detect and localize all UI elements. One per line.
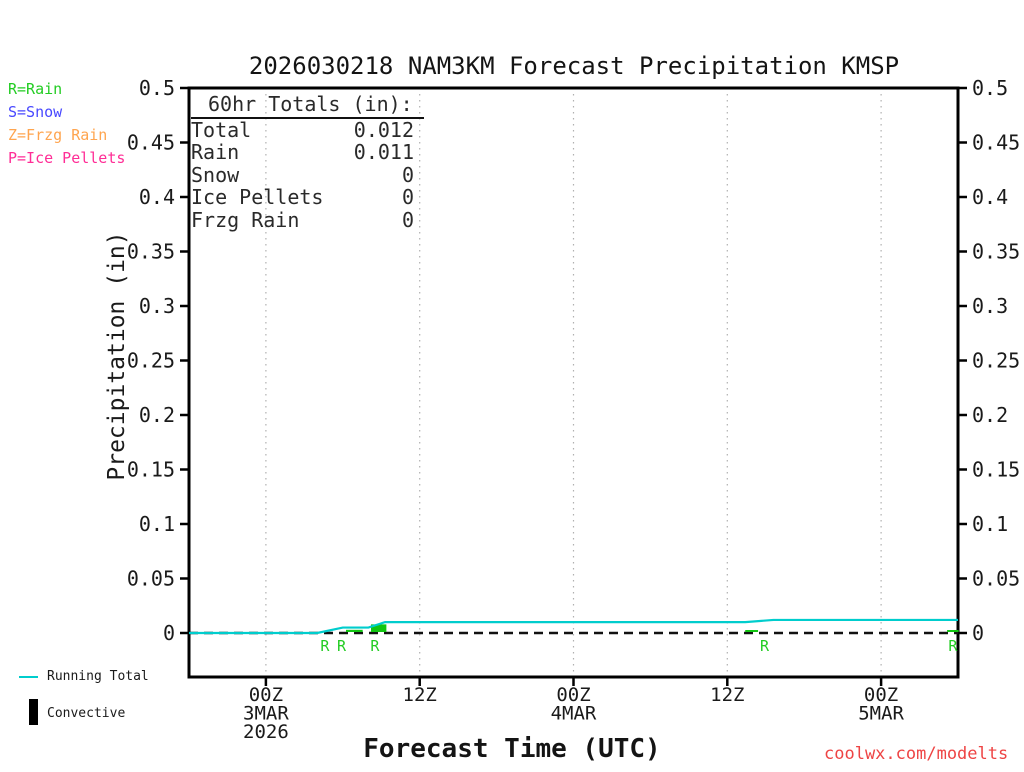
rain-marker: R (337, 637, 347, 655)
x-tick-label: 12Z (710, 684, 744, 706)
totals-row: Frzg Rain 0 (191, 207, 424, 232)
y-tick-label-right: 0.2 (972, 403, 1008, 427)
y-tick-label-left: 0.05 (127, 567, 175, 591)
y-tick-label-left: 0 (163, 621, 175, 645)
totals-row-value: 0 (401, 162, 414, 187)
totals-row: Total 0.012 (191, 118, 424, 142)
x-tick-label: 00Z (864, 684, 898, 706)
convective-legend-label: Convective (47, 706, 126, 721)
y-tick-label-left: 0.2 (139, 403, 175, 427)
y-tick-label-right: 0.3 (972, 294, 1008, 318)
totals-heading: 60hr Totals (in): (191, 90, 424, 119)
totals-row-label: Snow (191, 162, 240, 187)
running-total-line (189, 618, 958, 635)
y-tick-label-right: 0.05 (972, 567, 1020, 591)
y-tick-label-right: 0.25 (972, 349, 1020, 373)
rain-marker: R (760, 637, 770, 655)
type-legend-item-3: P=Ice Pellets (8, 149, 126, 167)
type-legend-item-1: S=Snow (8, 103, 63, 121)
totals-row: Rain 0.011 (191, 140, 424, 165)
totals-row: Snow 0 (191, 162, 424, 187)
convective-bar (346, 629, 363, 632)
y-tick-label-left: 0.3 (139, 294, 175, 318)
totals-row-value: 0.012 (353, 118, 414, 142)
totals-row-label: Frzg Rain (191, 207, 300, 232)
x-tick-label: 00Z (556, 684, 590, 706)
y-tick-label-right: 0.15 (972, 458, 1020, 482)
totals-row-label: Rain (191, 140, 240, 165)
y-tick-label-left: 0.45 (127, 131, 175, 155)
y-tick-label-left: 0.5 (139, 76, 175, 100)
totals-row-value: 0 (401, 185, 414, 210)
x-tick-label: 00Z (249, 684, 283, 706)
x-axis-label: Forecast Time (UTC) (363, 734, 661, 764)
precip-type-legend: R=Rain S=Snow Z=Frzg Rain P=Ice Pellets (8, 78, 125, 170)
y-tick-label-right: 0.35 (972, 240, 1020, 264)
convective-bar-swatch (29, 699, 38, 725)
y-tick-label-left: 0.25 (127, 349, 175, 373)
rain-marker: R (948, 637, 958, 655)
x-tick-label: 2026 (243, 721, 289, 743)
totals-row-label: Ice Pellets (191, 185, 324, 210)
x-tick-label: 12Z (403, 684, 437, 706)
y-tick-label-right: 0.45 (972, 131, 1020, 155)
y-tick-label-right: 0.4 (972, 185, 1008, 209)
x-tick-label: 3MAR (243, 703, 289, 725)
running-total-legend-label: Running Total (47, 669, 149, 684)
x-tick-label: 4MAR (551, 703, 597, 725)
watermark-text: coolwx.com/modelts (824, 744, 1009, 764)
y-tick-label-left: 0.1 (139, 512, 175, 536)
y-tick-label-right: 0.1 (972, 512, 1008, 536)
totals-box: 60hr Totals (in): Total 0.012 Rain 0.011 Sno… (191, 90, 424, 231)
totals-row: Ice Pellets 0 (191, 185, 424, 210)
type-legend-item-0: R=Rain (8, 80, 63, 98)
y-tick-label-right: 0.5 (972, 76, 1008, 100)
type-legend-item-2: Z=Frzg Rain (8, 126, 108, 144)
y-tick-label-left: 0.15 (127, 458, 175, 482)
convective-bar (370, 624, 387, 632)
totals-row-value: 0 (401, 207, 414, 232)
rain-marker: R (370, 637, 380, 655)
y-tick-label-left: 0.4 (139, 185, 175, 209)
totals-rows: Total 0.012 Rain 0.011 Snow 0 Ice Pellets 0 Frzg… (191, 119, 424, 231)
y-tick-label-right: 0 (972, 621, 984, 645)
x-tick-label: 5MAR (858, 703, 904, 725)
y-tick-label-left: 0.35 (127, 240, 175, 264)
convective-bar (947, 630, 959, 632)
chart-title: 2026030218 NAM3KM Forecast Precipitation… (248, 52, 900, 80)
running-total-line-swatch (19, 676, 38, 678)
convective-bar (745, 630, 759, 632)
totals-row-label: Total (191, 118, 252, 142)
totals-row-value: 0.011 (353, 140, 414, 165)
rain-marker: R (320, 637, 330, 655)
